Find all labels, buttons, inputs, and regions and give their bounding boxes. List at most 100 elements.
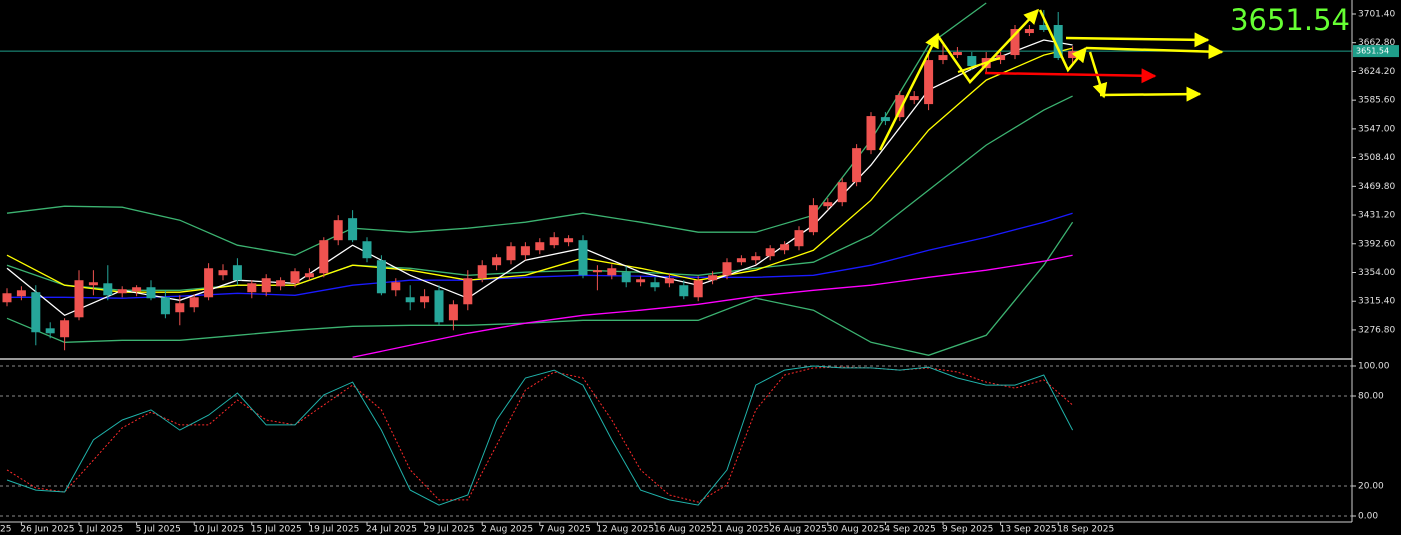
candle-body bbox=[31, 292, 41, 333]
candle-body bbox=[924, 60, 934, 105]
candle-body bbox=[592, 270, 602, 273]
oscillator-panel bbox=[0, 365, 1352, 517]
annotations bbox=[878, 8, 1224, 151]
y-tick-label: 3662.80 bbox=[1358, 38, 1395, 48]
x-tick-label: 1 Jul 2025 bbox=[78, 525, 123, 535]
indicator-line bbox=[6, 2, 987, 256]
candle-body bbox=[607, 268, 617, 276]
candle-body bbox=[376, 260, 386, 294]
x-tick-label: 7 Aug 2025 bbox=[539, 525, 591, 535]
x-tick-label: 21 Aug 2025 bbox=[712, 525, 770, 535]
x-tick-label: 18 Sep 2025 bbox=[1057, 525, 1114, 535]
annotation-arrow bbox=[936, 8, 1040, 84]
candle-body bbox=[348, 218, 358, 241]
candle-body bbox=[247, 283, 257, 293]
annotation-arrow bbox=[1038, 9, 1087, 73]
indicator-line bbox=[6, 221, 1074, 356]
candle-body bbox=[117, 289, 127, 294]
candle-body bbox=[664, 278, 674, 284]
indicator-line bbox=[7, 212, 1073, 299]
candle-body bbox=[895, 95, 905, 118]
candle-body bbox=[794, 230, 804, 247]
candle-body bbox=[290, 271, 300, 284]
candle-body bbox=[276, 280, 286, 287]
candle-body bbox=[852, 148, 862, 183]
y-tick-label: 3431.20 bbox=[1358, 211, 1395, 221]
candle-body bbox=[823, 202, 833, 207]
y-tick-label: 80.00 bbox=[1358, 392, 1384, 402]
current-price-tag: 3651.54 bbox=[1356, 47, 1389, 56]
candle-body bbox=[448, 304, 458, 321]
y-tick-label: 0.00 bbox=[1358, 512, 1378, 522]
candle-body bbox=[636, 279, 646, 283]
indicator-line bbox=[6, 95, 1073, 291]
candle-body bbox=[679, 285, 689, 297]
candle-body bbox=[16, 290, 26, 297]
x-tick-label: 16 Aug 2025 bbox=[654, 525, 712, 535]
x-tick-label: 26 Jun 2025 bbox=[20, 525, 74, 535]
candle-body bbox=[549, 237, 559, 246]
indicator-line bbox=[6, 39, 1073, 317]
candle-body bbox=[751, 256, 761, 261]
y-tick-label: 3276.80 bbox=[1358, 325, 1395, 335]
candle-body bbox=[74, 280, 84, 318]
candle-body bbox=[160, 297, 170, 315]
candle-body bbox=[693, 280, 703, 298]
y-tick-label: 3547.00 bbox=[1358, 124, 1395, 134]
y-tick-label: 3624.20 bbox=[1358, 67, 1395, 77]
candle-body bbox=[808, 205, 818, 233]
x-tick-label: 15 Jul 2025 bbox=[251, 525, 302, 535]
x-tick-label: 26 Aug 2025 bbox=[769, 525, 827, 535]
candle-body bbox=[506, 246, 516, 261]
candle-body bbox=[866, 116, 876, 151]
candle-body bbox=[218, 270, 228, 276]
oscillator-line bbox=[6, 365, 1074, 506]
x-tick-label: 29 Jul 2025 bbox=[424, 525, 475, 535]
candle-body bbox=[420, 296, 430, 303]
candle-body bbox=[708, 275, 718, 281]
price-panel bbox=[0, 2, 1352, 358]
annotation-arrow bbox=[1065, 32, 1210, 48]
x-tick-label: 12 Aug 2025 bbox=[596, 525, 654, 535]
candle-body bbox=[736, 258, 746, 263]
candle-body bbox=[520, 246, 530, 256]
candle-body bbox=[132, 287, 142, 292]
candle-body bbox=[319, 240, 329, 274]
candle-body bbox=[477, 265, 487, 279]
candle-body bbox=[535, 242, 545, 251]
candle-body bbox=[434, 290, 444, 323]
current-price-box bbox=[1353, 45, 1399, 58]
candle-body bbox=[996, 55, 1006, 61]
candle-body bbox=[175, 303, 185, 313]
candle-body bbox=[1039, 25, 1049, 30]
y-tick-label: 100.00 bbox=[1358, 362, 1390, 372]
x-tick-label: 9 Sep 2025 bbox=[942, 525, 993, 535]
candle-body bbox=[1010, 29, 1020, 56]
candle-body bbox=[2, 293, 12, 303]
candle-body bbox=[1024, 29, 1034, 34]
candle-body bbox=[621, 272, 631, 283]
candle-body bbox=[146, 287, 156, 299]
candle-body bbox=[204, 268, 214, 298]
candle-body bbox=[333, 220, 343, 241]
candle-body bbox=[780, 244, 790, 251]
y-tick-label: 3701.40 bbox=[1358, 9, 1395, 19]
candle-body bbox=[765, 248, 775, 257]
candle-body bbox=[304, 273, 314, 278]
y-tick-label: 3508.40 bbox=[1358, 153, 1395, 163]
candle-body bbox=[578, 240, 588, 276]
candle-body bbox=[952, 52, 962, 56]
candle-body bbox=[45, 328, 55, 334]
annotation-arrow bbox=[1085, 44, 1224, 60]
x-tick-label: 2 Aug 2025 bbox=[481, 525, 533, 535]
candle-body bbox=[232, 265, 242, 281]
candle-body bbox=[463, 278, 473, 305]
y-tick-label: 3392.60 bbox=[1358, 239, 1395, 249]
candle-body bbox=[564, 238, 574, 243]
x-tick-label: 10 Jul 2025 bbox=[193, 525, 244, 535]
candle-body bbox=[60, 320, 70, 338]
x-tick-label: 25 bbox=[0, 525, 11, 535]
